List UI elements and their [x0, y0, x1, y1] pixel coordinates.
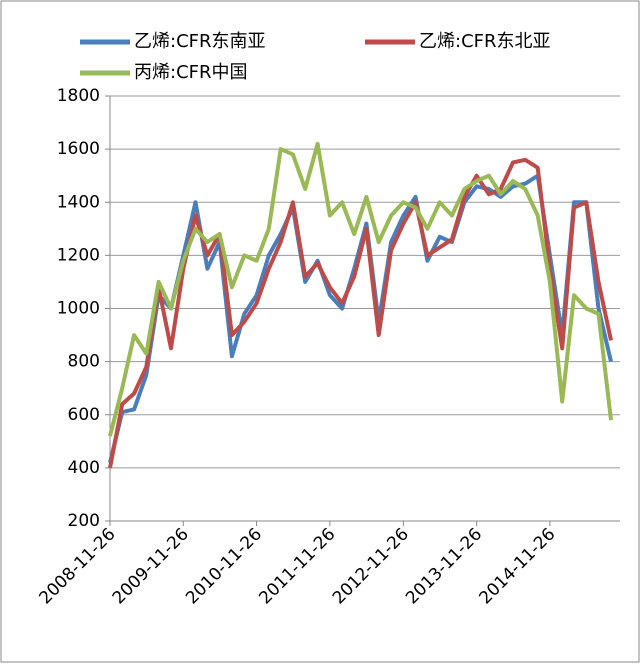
- y-tick-label: 1400: [57, 192, 100, 212]
- legend-label: 乙烯:CFR东北亚: [419, 31, 551, 52]
- y-tick-label: 1000: [57, 299, 100, 319]
- series-line: [108, 141, 613, 437]
- series-line: [108, 157, 613, 469]
- y-tick-label: 1200: [57, 245, 100, 265]
- legend-label: 乙烯:CFR东南亚: [134, 31, 266, 52]
- y-tick-label: 200: [68, 511, 100, 531]
- y-tick-label: 800: [68, 352, 100, 372]
- y-tick-label: 400: [68, 458, 100, 478]
- y-tick-label: 600: [68, 405, 100, 425]
- legend-label: 丙烯:CFR中国: [134, 62, 248, 83]
- y-tick-label: 1600: [57, 139, 100, 159]
- y-tick-label: 1800: [57, 86, 100, 106]
